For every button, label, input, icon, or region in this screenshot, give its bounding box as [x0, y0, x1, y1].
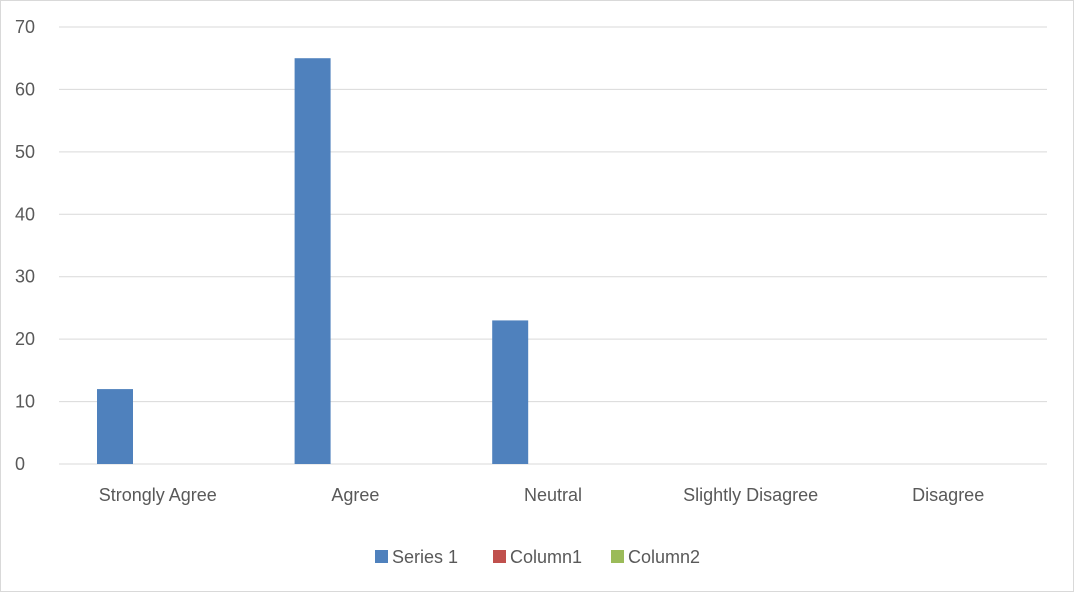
legend-swatch: [375, 550, 388, 563]
legend-swatch: [611, 550, 624, 563]
x-tick-label: Agree: [331, 485, 379, 505]
x-axis-ticks: Strongly Agree Agree Neutral Slightly Disag…: [99, 485, 984, 505]
y-tick-label: 30: [15, 267, 35, 287]
legend-swatch: [493, 550, 506, 563]
legend-label: Column1: [510, 547, 582, 567]
y-tick-label: 60: [15, 79, 35, 99]
legend-label: Series 1: [392, 547, 458, 567]
y-tick-label: 50: [15, 142, 35, 162]
y-axis-ticks: 0 10 20 30 40 50 60 70: [15, 17, 35, 474]
gridlines: [59, 26, 1047, 465]
y-tick-label: 20: [15, 329, 35, 349]
y-tick-label: 70: [15, 17, 35, 37]
y-tick-label: 0: [15, 454, 25, 474]
bar-series-1-neutral: [492, 320, 529, 464]
y-tick-label: 40: [15, 204, 35, 224]
legend-item-column1: Column1: [493, 547, 582, 567]
bars: [97, 58, 529, 464]
legend-item-column2: Column2: [611, 547, 700, 567]
bar-series-1-strongly-agree: [97, 389, 133, 464]
bar-series-1-agree: [294, 58, 331, 464]
legend: Series 1 Column1 Column2: [375, 547, 700, 567]
x-tick-label: Slightly Disagree: [683, 485, 818, 505]
x-tick-label: Disagree: [912, 485, 984, 505]
y-tick-label: 10: [15, 392, 35, 412]
x-tick-label: Neutral: [524, 485, 582, 505]
x-tick-label: Strongly Agree: [99, 485, 217, 505]
legend-label: Column2: [628, 547, 700, 567]
legend-item-series-1: Series 1: [375, 547, 458, 567]
